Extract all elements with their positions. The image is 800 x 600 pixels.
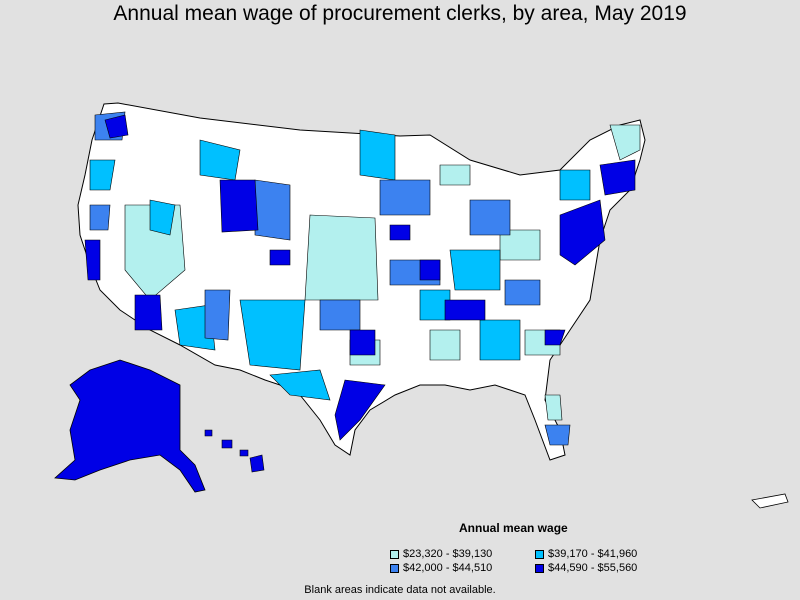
legend-swatch-3 — [390, 563, 399, 573]
legend-swatch-1 — [390, 549, 399, 559]
legend-item-3: $42,000 - $44,510 — [390, 562, 492, 574]
legend-swatch-2 — [535, 549, 544, 559]
bracket-1-regions — [124, 124, 641, 421]
bracket-3-regions — [89, 111, 571, 446]
legend-swatch-4 — [535, 563, 544, 573]
hawaii-region — [204, 429, 265, 473]
legend-label-4: $44,590 - $55,560 — [548, 562, 638, 574]
map-title: Annual mean wage of procurement clerks, … — [113, 2, 687, 25]
legend-label-3: $42,000 - $44,510 — [403, 562, 493, 574]
footnote: Blank areas indicate data not available. — [304, 584, 496, 596]
bracket-4-regions — [84, 114, 636, 441]
alaska-region — [54, 359, 206, 493]
legend-item-1: $23,320 - $39,130 — [390, 548, 492, 560]
legend-label-1: $23,320 - $39,130 — [403, 548, 493, 560]
legend-title: Annual mean wage — [459, 521, 568, 535]
legend-item-2: $39,170 - $41,960 — [535, 548, 637, 560]
legend-label-2: $39,170 - $41,960 — [548, 548, 638, 560]
legend-item-4: $44,590 - $55,560 — [535, 562, 637, 574]
puerto-rico-region — [751, 493, 789, 509]
bracket-2-regions — [89, 129, 591, 401]
